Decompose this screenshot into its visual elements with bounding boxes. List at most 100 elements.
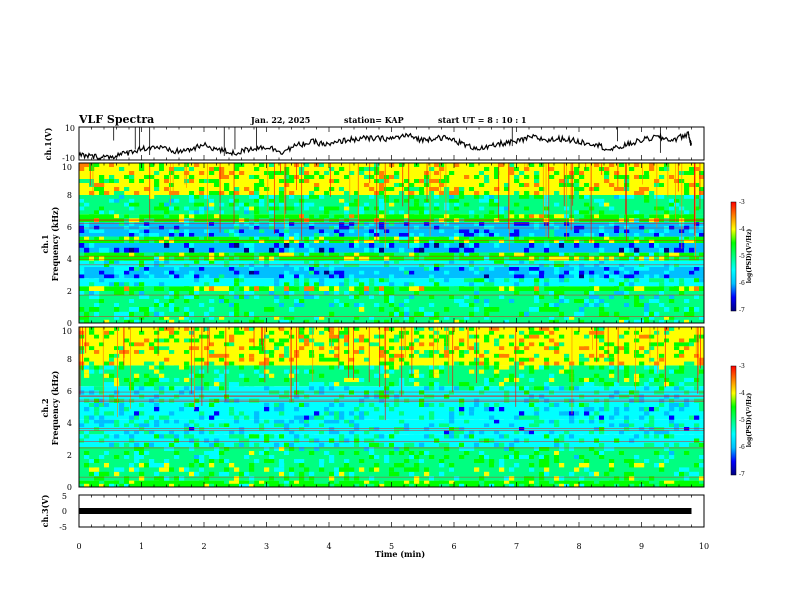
spectrogram-cell — [144, 179, 150, 183]
spectrogram-cell — [284, 225, 290, 230]
spectrogram-cell — [634, 175, 640, 179]
spectrogram-cell — [434, 198, 440, 203]
spectrogram-cell — [659, 467, 665, 472]
spectrogram-cell — [659, 386, 665, 391]
spectrogram-cell — [434, 307, 440, 312]
spectrogram-cell — [324, 233, 330, 237]
spectrogram-cell — [139, 342, 145, 347]
spectrogram-cell — [189, 463, 195, 468]
spectrogram-cell — [389, 295, 395, 299]
spectrogram-cell — [344, 206, 350, 211]
spectrogram-cell — [469, 282, 475, 287]
spectrogram-cell — [584, 274, 590, 279]
spectrogram-cell — [574, 411, 580, 416]
spectrogram-cell — [544, 415, 550, 420]
spectrogram-cell — [594, 191, 600, 195]
spectrogram-cell — [649, 239, 655, 243]
spectrogram-cell — [599, 338, 605, 343]
spectrogram-cell — [124, 483, 130, 487]
spectrogram-cell — [139, 427, 145, 431]
spectrogram-cell — [354, 252, 360, 257]
spectrogram-cell — [654, 252, 660, 257]
spectrogram-cell — [114, 316, 120, 320]
spectrogram-cell — [479, 311, 485, 317]
spectrogram-cell — [689, 316, 695, 320]
spectrogram-cell — [389, 471, 395, 477]
spectrogram-cell — [669, 398, 675, 403]
spectrogram-cell — [529, 471, 535, 477]
spectrogram-cell — [659, 202, 665, 207]
spectrogram-cell — [209, 434, 215, 439]
spectrogram-cell — [634, 239, 640, 243]
spectrogram-cell — [429, 455, 435, 459]
spectrogram-cell — [384, 365, 390, 370]
spectrogram-cell — [424, 455, 430, 459]
spectrogram-cell — [274, 256, 280, 261]
spectrogram-cell — [649, 295, 655, 299]
spectrogram-cell — [369, 434, 375, 439]
spectrogram-cell — [564, 373, 570, 378]
spectrogram-cell — [144, 455, 150, 459]
spectrogram-cell — [404, 252, 410, 257]
spectrogram-cell — [159, 163, 165, 167]
spectrogram-cell — [454, 319, 460, 323]
spectrogram-cell — [519, 455, 525, 459]
spectrogram-cell — [419, 369, 425, 374]
spectrogram-cell — [154, 282, 160, 287]
spectrogram-cell — [554, 267, 560, 271]
spectrogram-cell — [609, 175, 615, 179]
ch1-spec-ytick-4: 4 — [67, 255, 72, 264]
spectrogram-cell — [499, 442, 505, 447]
spectrogram-cell — [689, 167, 695, 171]
spectrogram-cell — [219, 451, 225, 455]
spectrogram-cell — [554, 303, 560, 307]
spectrogram-cell — [284, 295, 290, 299]
spectrogram-cell — [104, 382, 110, 387]
spectrogram-cell — [229, 365, 235, 370]
spectrogram-cell — [484, 167, 490, 171]
spectrogram-cell — [334, 330, 340, 335]
spectrogram-cell — [394, 198, 400, 203]
ch2-colorbar: -3 -4 -5 -6 -7 log(PSD)(V²/Hz) — [730, 363, 753, 478]
spectrogram-cell — [494, 338, 500, 343]
spectrogram-cell — [184, 263, 190, 267]
spectrogram-cell — [634, 286, 640, 291]
spectrogram-cell — [304, 263, 310, 267]
spectrogram-cell — [339, 239, 345, 243]
spectrogram-cell — [509, 167, 515, 171]
spectrogram-cell — [144, 187, 150, 191]
spectrogram-cell — [209, 198, 215, 203]
spectrogram-cell — [434, 316, 440, 320]
spectrogram-cell — [599, 419, 605, 424]
spectrogram-cell — [484, 369, 490, 374]
spectrogram-cell — [559, 434, 565, 439]
spectrogram-cell — [79, 252, 85, 257]
spectrogram-cell — [644, 430, 650, 435]
spectrogram-cell — [494, 171, 500, 175]
spectrogram-cell — [359, 411, 365, 416]
spectrogram-cell — [154, 171, 160, 175]
spectrogram-cell — [649, 402, 655, 407]
spectrogram-cell — [349, 167, 355, 171]
spectrogram-cell — [229, 471, 235, 477]
spectrogram-cell — [134, 447, 140, 451]
ch2-colorbar-label: log(PSD)(V²/Hz) — [746, 393, 753, 448]
spectrogram-cell — [634, 222, 640, 226]
ch1-voltage-ylabel: ch.1(V) — [43, 127, 53, 160]
spectrogram-cell — [549, 480, 555, 484]
spectrogram-cell — [389, 369, 395, 374]
spectrogram-cell — [154, 338, 160, 343]
spectrogram-cell — [279, 480, 285, 484]
spectrogram-cell — [99, 183, 105, 187]
spectrogram-cell — [254, 225, 260, 230]
spectrogram-cell — [569, 438, 575, 443]
spectrogram-cell — [589, 382, 595, 387]
spectrogram-cell — [189, 210, 195, 215]
spectrogram-cell — [184, 307, 190, 312]
spectrogram-cell — [669, 191, 675, 195]
spectrogram-cell — [174, 447, 180, 451]
spectrogram-cell — [89, 274, 95, 279]
spectrogram-cell — [94, 311, 100, 317]
spectrogram-cell — [289, 291, 295, 295]
spectrogram-cell — [259, 471, 265, 477]
